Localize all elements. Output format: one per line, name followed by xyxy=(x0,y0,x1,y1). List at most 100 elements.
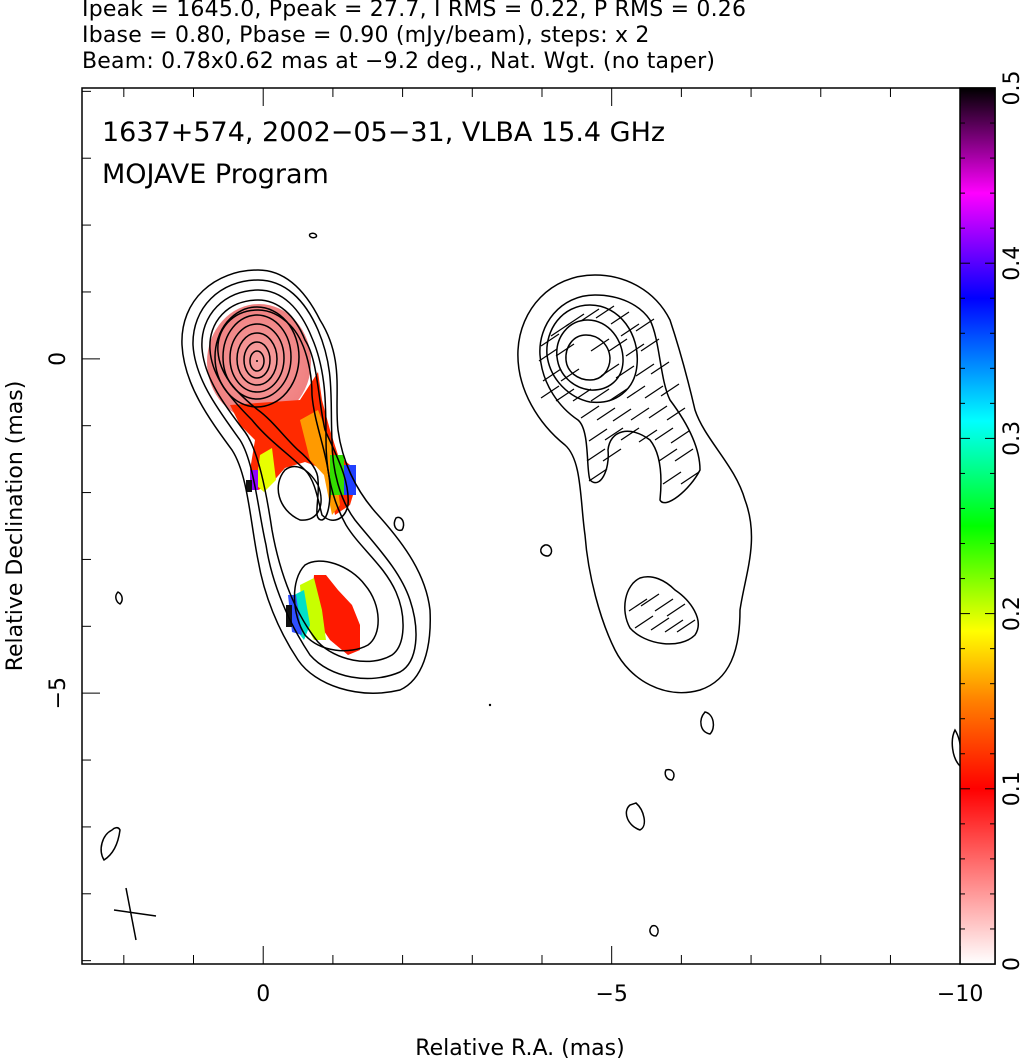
evpa-stick xyxy=(608,388,628,402)
evpa-stick xyxy=(635,363,655,377)
evpa-stick xyxy=(676,619,696,633)
contour-3 xyxy=(201,289,404,663)
evpa-stick xyxy=(572,388,592,402)
small-contour-c xyxy=(115,591,123,605)
colorbar-tick-label: 0.4 xyxy=(1000,246,1022,281)
evpa-stick xyxy=(610,311,630,325)
outer-knot-polarization-patch xyxy=(312,575,360,655)
intensity-contours-left xyxy=(100,232,431,862)
contour-4 xyxy=(209,299,349,521)
colorbar-tick-labels: 0 0.1 0.2 0.3 0.4 0.5 xyxy=(1000,71,1022,972)
evpa-stick xyxy=(540,333,560,347)
evpa-stick xyxy=(620,323,640,337)
evpa-stick xyxy=(640,593,660,607)
evpa-stick xyxy=(596,407,616,421)
y-tick-label: −5 xyxy=(46,677,71,709)
inner-title: 1637+574, 2002−05−31, VLBA 15.4 GHz xyxy=(102,117,665,148)
contour-2 xyxy=(192,279,417,680)
x-tick-label: −10 xyxy=(937,982,983,1007)
header-line-1: Ipeak = 1645.0, Ppeak = 27.7, I RMS = 0.… xyxy=(82,0,747,22)
evpa-stick xyxy=(555,388,575,402)
inner-jet-yellow-patch xyxy=(256,448,276,492)
outer-contour xyxy=(181,269,431,694)
inner-subtitle: MOJAVE Program xyxy=(102,159,329,190)
pol-contour-3 xyxy=(546,304,638,404)
header-line-2: Ibase = 0.80, Pbase = 0.90 (mJy/beam), s… xyxy=(82,23,650,48)
polarized-contours-right xyxy=(517,274,962,937)
evpa-stick xyxy=(638,429,658,443)
evpa-stick xyxy=(580,308,600,322)
pol-contour-2 xyxy=(539,294,701,504)
evpa-stick xyxy=(612,408,632,422)
evpa-stick xyxy=(635,318,655,332)
evpa-stick xyxy=(590,388,610,402)
core-dot xyxy=(256,360,258,362)
colorbar-tick-label: 0.5 xyxy=(1000,71,1022,106)
core-contour-6 xyxy=(249,350,265,372)
colorbar-tick-label: 0.2 xyxy=(1000,596,1022,631)
evpa-stick xyxy=(674,448,694,462)
evpa-stick xyxy=(640,338,660,352)
evpa-stick xyxy=(600,363,620,377)
evpa-stick xyxy=(580,405,600,419)
core-contour-2 xyxy=(222,314,292,400)
core-contour-4 xyxy=(236,332,278,386)
evpa-stick xyxy=(555,343,575,357)
pol-knot-contour xyxy=(624,576,699,645)
evpa-stick xyxy=(588,468,608,482)
core-contour-1 xyxy=(214,306,300,408)
small-contour-a xyxy=(393,516,405,532)
x-tick-label: 0 xyxy=(256,982,270,1007)
pol-contour-5 xyxy=(565,334,611,381)
evpa-stick xyxy=(538,348,558,362)
core-contour-5 xyxy=(243,341,271,379)
evpa-stick xyxy=(590,338,610,352)
evpa-stick xyxy=(670,430,690,444)
small-contour-b xyxy=(308,232,318,239)
colorbar xyxy=(959,87,996,965)
colorbar-tick-label: 0.1 xyxy=(1000,771,1022,806)
evpa-stick xyxy=(560,368,580,382)
evpa-stick xyxy=(680,471,700,485)
colorbar-ticks xyxy=(960,87,995,965)
evpa-stick xyxy=(654,427,674,441)
y-axis-title: Relative Declination (mas) xyxy=(3,381,28,672)
colorbar-tick-label: 0.3 xyxy=(1000,421,1022,456)
evpa-stick xyxy=(628,598,648,612)
axis-tick-labels: 0 −5 −10 0 −5 xyxy=(46,352,983,1007)
evpa-stick xyxy=(660,383,680,397)
beam-cross xyxy=(113,887,157,941)
evpa-stick xyxy=(565,313,585,327)
pol-small-a xyxy=(540,544,553,557)
evpa-stick xyxy=(608,338,628,352)
colorbar-tick-label: 0 xyxy=(1000,957,1022,971)
core-contour-3 xyxy=(229,323,285,393)
pol-small-e xyxy=(649,924,659,937)
evpa-stick xyxy=(595,305,615,319)
y-tick-label: 0 xyxy=(46,352,71,366)
pol-small-c xyxy=(664,768,675,781)
evpa-stick xyxy=(615,365,635,379)
plot-frame xyxy=(81,87,996,965)
evpa-stick xyxy=(650,361,670,375)
evpa-stick xyxy=(542,368,562,382)
evpa-stick xyxy=(658,448,678,462)
x-tick-label: −5 xyxy=(595,982,627,1007)
pol-outer-contour xyxy=(517,274,753,694)
evpa-stick xyxy=(630,407,650,421)
evpa-stick xyxy=(662,471,682,485)
evpa-stick xyxy=(586,448,606,462)
pol-small-b xyxy=(700,711,715,735)
header-line-3: Beam: 0.78x0.62 mas at −9.2 deg., Nat. W… xyxy=(82,49,716,74)
evpa-stick xyxy=(626,385,646,399)
evpa-stick xyxy=(620,427,640,441)
evpa-stick xyxy=(666,603,686,617)
axis-ticks xyxy=(82,88,961,964)
outer-knot-contour xyxy=(293,560,379,652)
evpa-stick xyxy=(654,598,674,612)
evpa-stick xyxy=(634,615,654,629)
evpa-stick xyxy=(540,385,560,399)
small-contour-d xyxy=(100,826,121,862)
evpa-stick xyxy=(625,343,645,357)
